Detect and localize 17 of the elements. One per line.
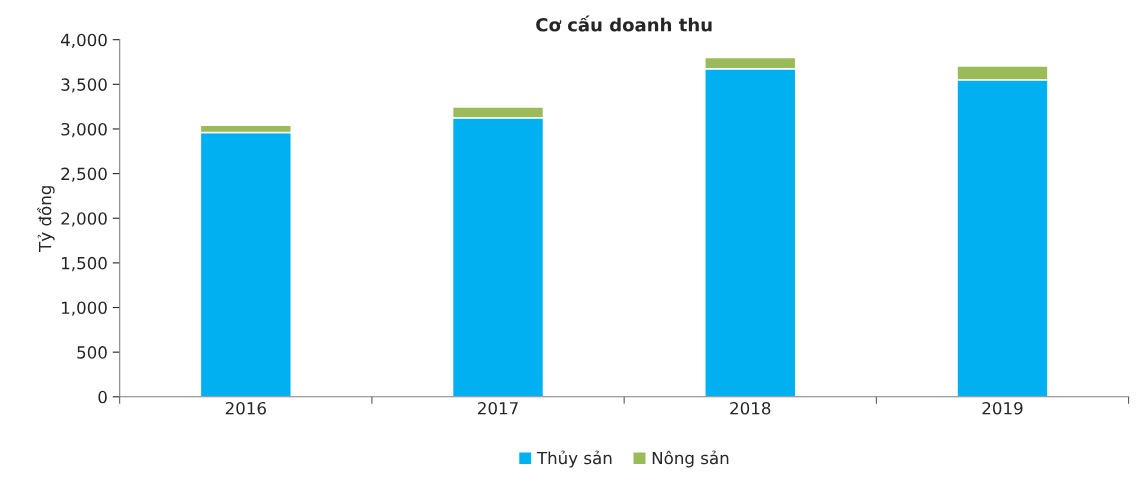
- legend-label: Thủy sản: [536, 450, 612, 468]
- y-tick-label: 500: [77, 346, 107, 359]
- y-tick-label: 3,500: [61, 78, 107, 93]
- y-tick-label: 1,500: [62, 256, 107, 272]
- x-tick-label: 2019: [982, 401, 1023, 415]
- chart-title: Cơ cấu doanh thu: [536, 15, 712, 32]
- x-tick-label: 2017: [478, 401, 518, 415]
- y-tick-label: 2,000: [61, 212, 107, 227]
- y-axis-title: Tỷ đồng: [37, 186, 55, 252]
- x-tick-label: 2018: [730, 401, 771, 415]
- y-tick-label: 3,000: [61, 122, 107, 138]
- y-tick-label: 4,000: [61, 33, 107, 48]
- y-tick-label: 2,500: [61, 167, 107, 182]
- y-tick-label: 0: [98, 390, 107, 404]
- legend-label: Nông sản: [652, 450, 729, 468]
- x-tick-label: 2016: [225, 401, 266, 415]
- y-tick-label: 1,000: [62, 301, 107, 316]
